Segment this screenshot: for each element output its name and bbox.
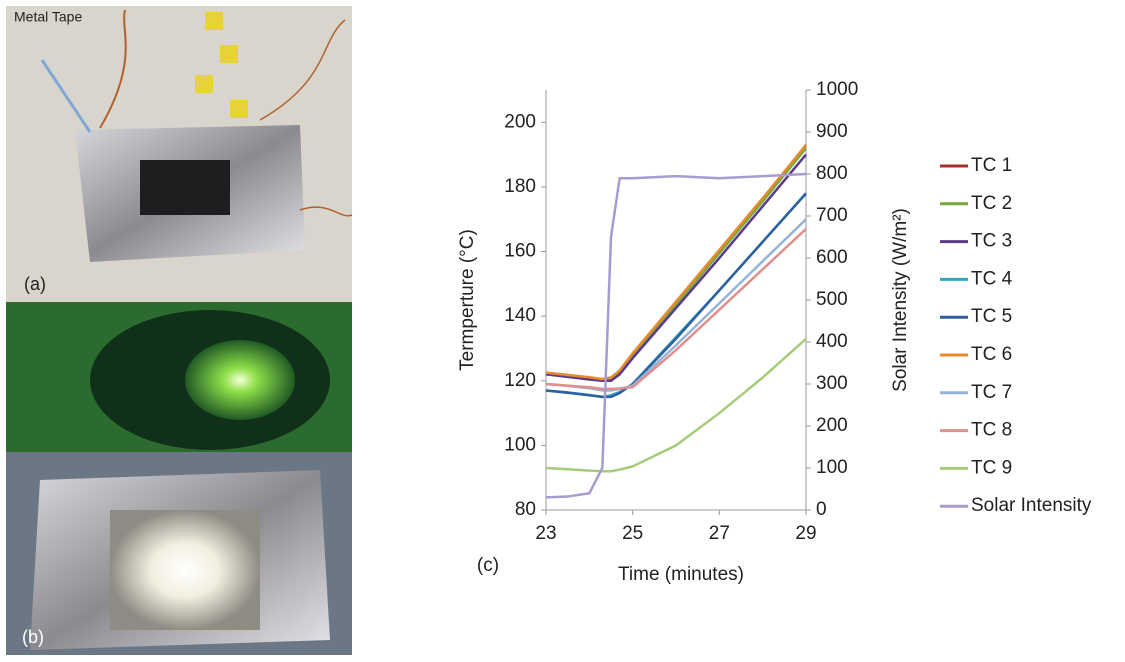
y-tick-label: 100 <box>504 434 536 455</box>
y-axis-title: Termperture (°C) <box>457 229 478 371</box>
series-line <box>546 339 806 471</box>
legend-label: TC 3 <box>971 231 1012 252</box>
legend-label: TC 1 <box>971 155 1012 176</box>
y-tick-label: 80 <box>515 499 536 520</box>
y2-tick-label: 500 <box>816 289 848 310</box>
y2-tick-label: 1000 <box>816 79 858 100</box>
y2-tick-label: 400 <box>816 331 848 352</box>
series-line <box>546 193 806 397</box>
x-tick-label: 27 <box>709 523 730 544</box>
legend-label: TC 2 <box>971 193 1012 214</box>
legend-label: TC 6 <box>971 344 1012 365</box>
y2-tick-label: 100 <box>816 457 848 478</box>
y-tick-label: 140 <box>504 305 536 326</box>
legend-label: TC 4 <box>971 268 1013 289</box>
legend-label: Solar Intensity <box>971 495 1092 516</box>
legend-label: TC 7 <box>971 382 1012 403</box>
photo-label: (a) <box>24 274 46 294</box>
y2-tick-label: 200 <box>816 415 848 436</box>
photo-label: (b) <box>22 627 44 647</box>
photo-a: Metal Tape (a) <box>6 6 352 302</box>
x-tick-label: 25 <box>622 523 643 544</box>
y-tick-label: 200 <box>504 111 536 132</box>
y-tick-label: 180 <box>504 176 536 197</box>
legend-label: TC 5 <box>971 306 1012 327</box>
photo-b: (b) <box>6 452 352 655</box>
chart: 80 100 120 140 160 180 200 0 100 200 300 400 500 600 7… <box>504 79 1092 544</box>
y2-tick-label: 0 <box>816 499 827 520</box>
y2-axis-title: Solar Intensity (W/m²) <box>890 208 911 392</box>
y-tick-label: 120 <box>504 370 536 391</box>
panel-label: (c) <box>477 555 499 576</box>
y-tick-label: 160 <box>504 241 536 262</box>
x-axis-title: Time (minutes) <box>618 564 744 585</box>
legend-label: TC 8 <box>971 420 1012 441</box>
x-tick-label: 29 <box>795 523 816 544</box>
series-line <box>546 193 806 397</box>
y2-tick-label: 600 <box>816 247 848 268</box>
annotation: Metal Tape <box>14 9 82 25</box>
y2-tick-label: 800 <box>816 163 848 184</box>
x-tick-label: 23 <box>535 523 556 544</box>
figure: Metal Tape (a) (b) Time (minutes) (c) Te… <box>0 0 1125 657</box>
y2-tick-label: 300 <box>816 373 848 394</box>
photo-green <box>6 302 352 452</box>
y2-tick-label: 700 <box>816 205 848 226</box>
y2-tick-label: 900 <box>816 121 848 142</box>
legend-label: TC 9 <box>971 457 1012 478</box>
